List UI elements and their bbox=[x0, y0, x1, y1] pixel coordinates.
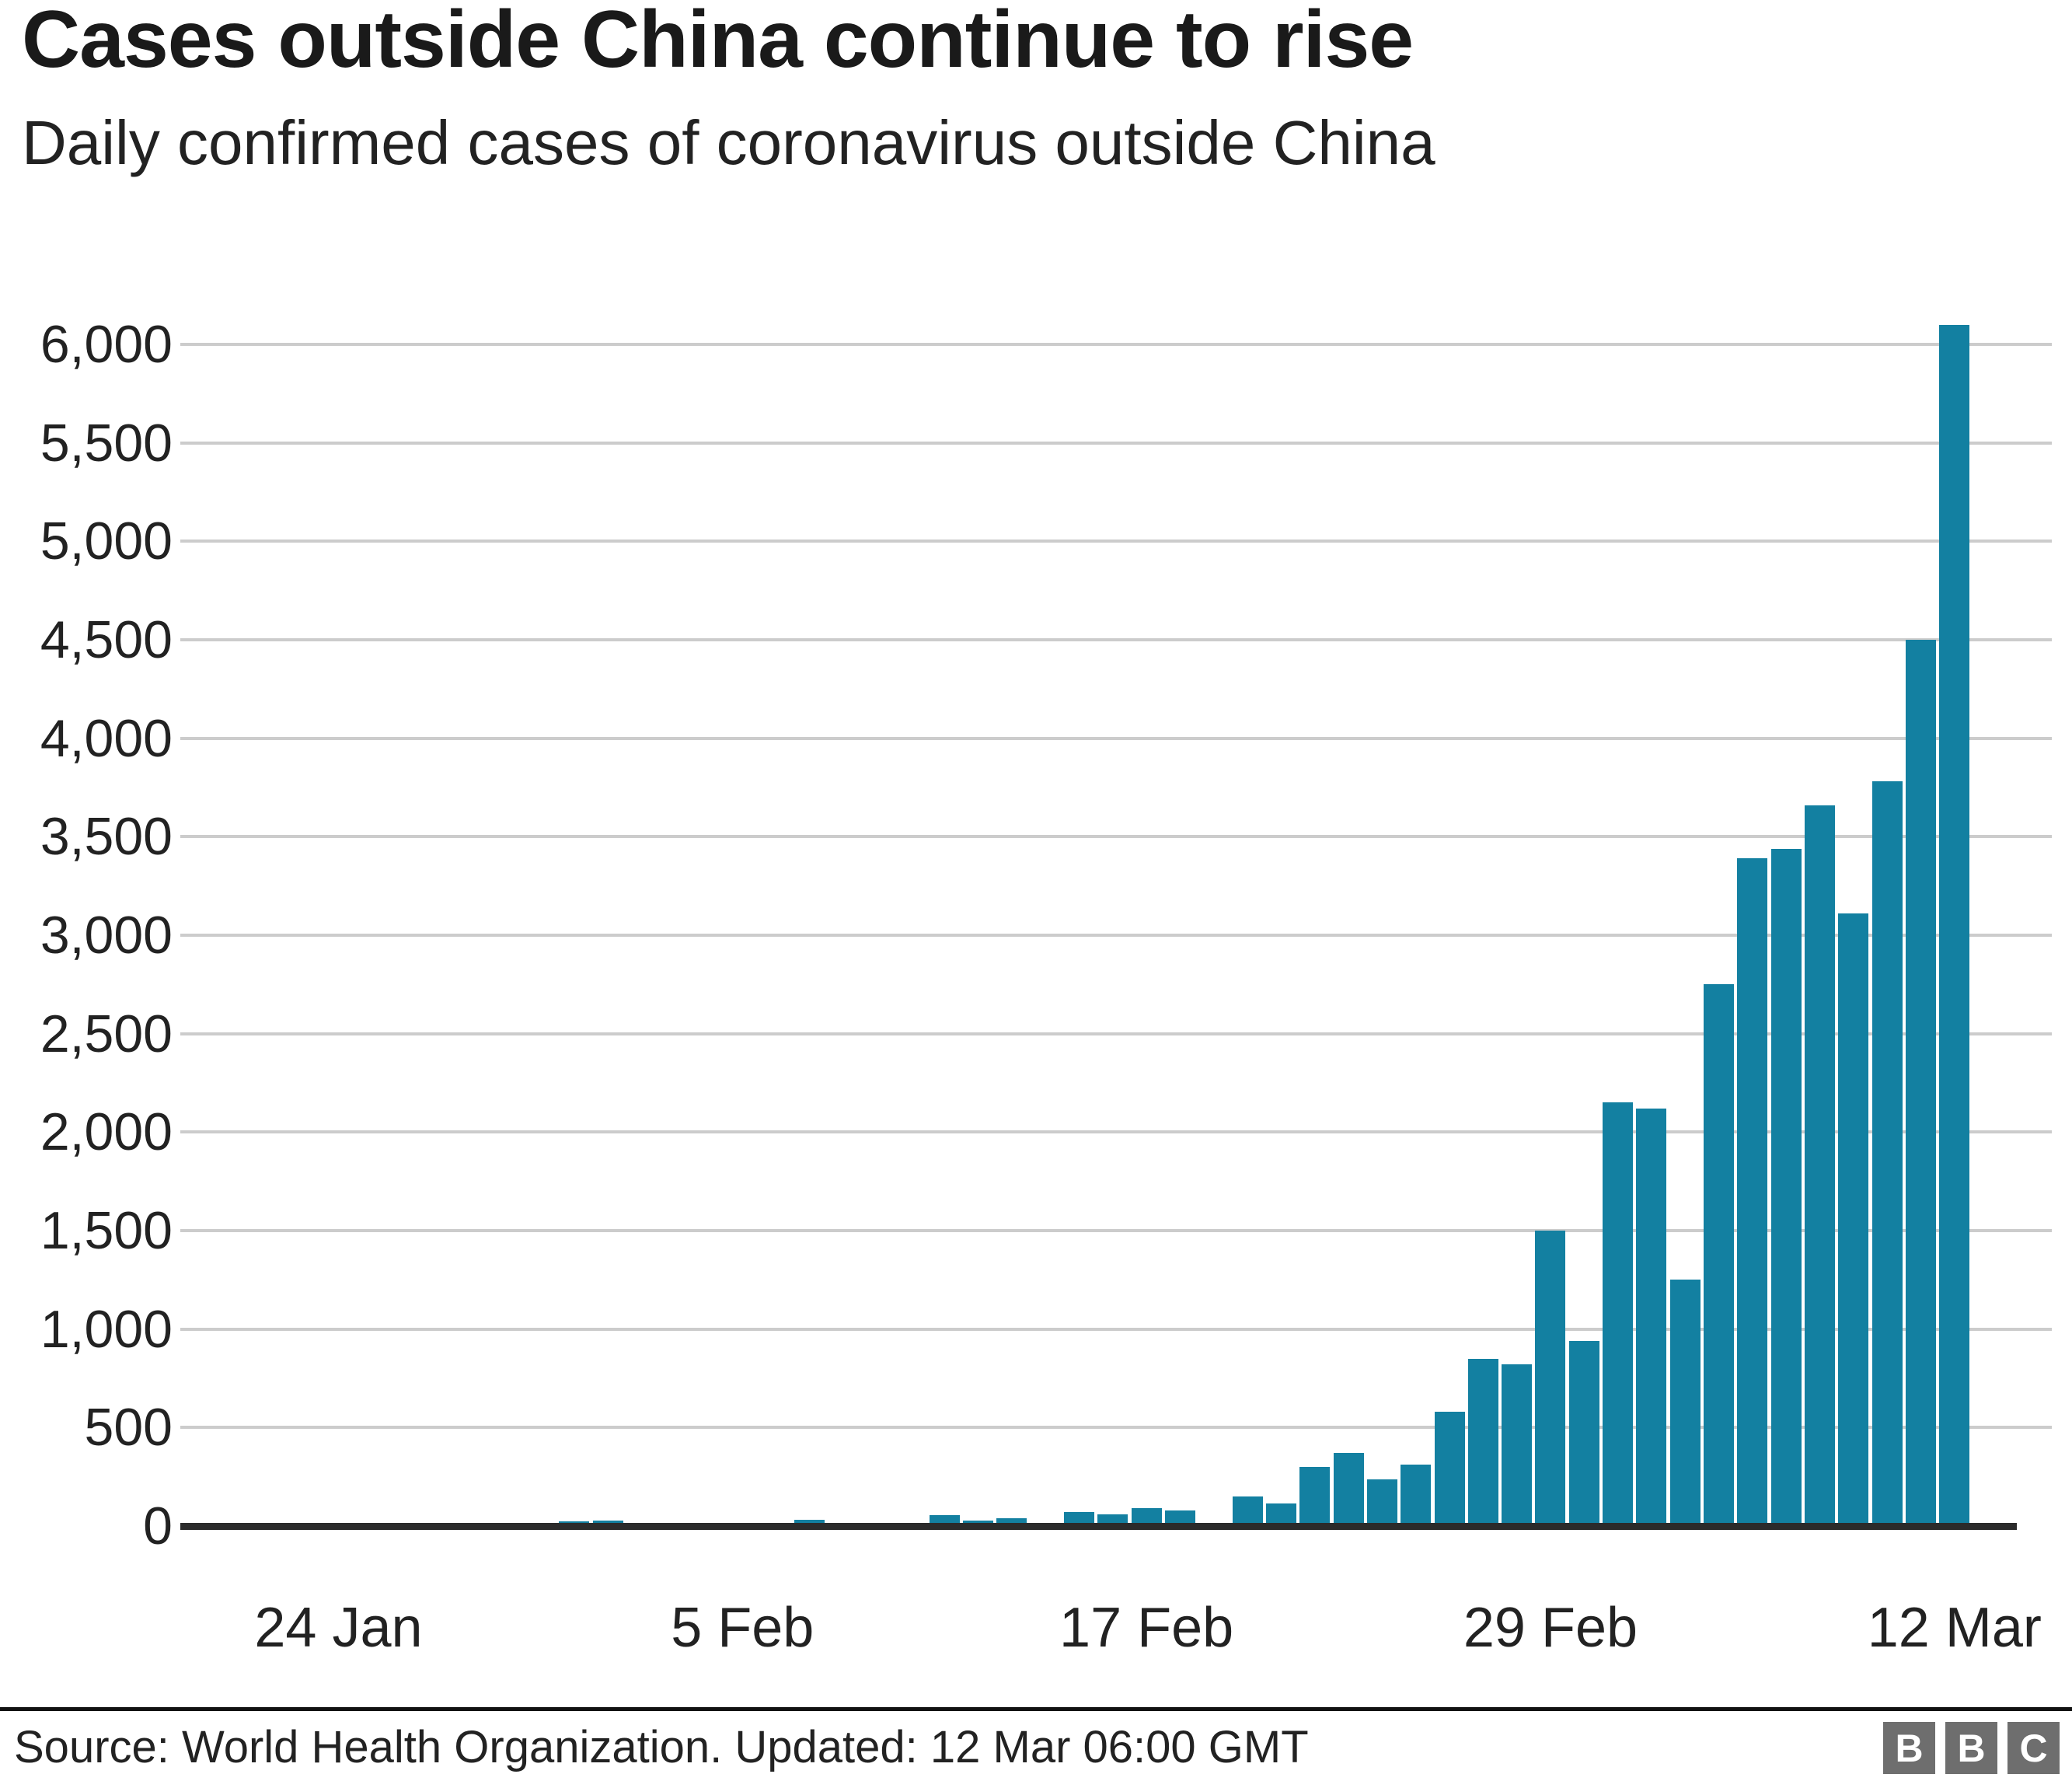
bar-24-Feb bbox=[1366, 1479, 1397, 1526]
bar-15-Feb bbox=[1064, 1512, 1094, 1526]
gridline bbox=[180, 638, 2052, 641]
gridline bbox=[180, 1327, 2052, 1331]
gridline bbox=[180, 736, 2052, 740]
bar-27-Feb bbox=[1467, 1358, 1498, 1526]
y-tick-label: 1,500 bbox=[40, 1201, 173, 1260]
gridline bbox=[180, 1130, 2052, 1134]
y-tick-label: 2,500 bbox=[40, 1004, 173, 1063]
bar-2-Mar bbox=[1603, 1102, 1634, 1526]
bar-10-Mar bbox=[1871, 781, 1903, 1526]
gridline bbox=[180, 441, 2052, 445]
bbc-logo-block: B bbox=[1945, 1722, 1997, 1774]
bar-5-Mar bbox=[1704, 984, 1735, 1526]
bar-29-Feb bbox=[1535, 1231, 1566, 1526]
bar-28-Feb bbox=[1502, 1364, 1533, 1526]
gridline bbox=[180, 1229, 2052, 1232]
bar-21-Feb bbox=[1265, 1503, 1296, 1526]
y-tick-label: 0 bbox=[143, 1496, 173, 1556]
y-tick-label: 4,000 bbox=[40, 708, 173, 768]
bar-13-Feb bbox=[996, 1517, 1027, 1526]
bar-23-Feb bbox=[1333, 1453, 1364, 1526]
y-tick-label: 3,000 bbox=[40, 906, 173, 965]
bbc-logo-letter: C bbox=[2019, 1726, 2048, 1770]
footer-divider bbox=[0, 1707, 2072, 1711]
bbc-logo-letter: B bbox=[1895, 1726, 1924, 1770]
x-tick-label: 12 Mar bbox=[1867, 1597, 2042, 1659]
y-tick-label: 500 bbox=[84, 1398, 173, 1458]
bar-3-Mar bbox=[1636, 1108, 1667, 1526]
bbc-logo: B B C bbox=[1883, 1722, 2060, 1774]
bar-20-Feb bbox=[1232, 1496, 1263, 1526]
bbc-logo-block: B bbox=[1883, 1722, 1935, 1774]
chart-title: Cases outside China continue to rise bbox=[22, 0, 1414, 85]
source-text: Source: World Health Organization. Updat… bbox=[14, 1722, 1309, 1772]
bar-11-Mar bbox=[1906, 640, 1936, 1526]
plot-area bbox=[180, 324, 2052, 1530]
gridline bbox=[180, 835, 2052, 839]
bbc-logo-block: C bbox=[2007, 1722, 2060, 1774]
bar-8-Mar bbox=[1805, 805, 1836, 1526]
bar-25-Feb bbox=[1401, 1465, 1432, 1526]
y-tick-label: 4,500 bbox=[40, 610, 173, 669]
y-tick-label: 5,500 bbox=[40, 413, 173, 473]
chart-subtitle: Daily confirmed cases of coronavirus out… bbox=[22, 108, 1435, 177]
bar-6-Mar bbox=[1737, 858, 1768, 1526]
gridline bbox=[180, 1032, 2052, 1035]
gridline bbox=[180, 934, 2052, 937]
bar-4-Mar bbox=[1669, 1280, 1701, 1526]
bar-7-Mar bbox=[1770, 848, 1802, 1526]
bar-1-Mar bbox=[1568, 1340, 1599, 1526]
y-tick-label: 1,000 bbox=[40, 1299, 173, 1359]
bar-17-Feb bbox=[1131, 1508, 1162, 1526]
x-tick-label: 17 Feb bbox=[1059, 1597, 1234, 1659]
x-tick-label: 24 Jan bbox=[254, 1597, 423, 1659]
y-tick-label: 2,000 bbox=[40, 1102, 173, 1162]
x-axis-line bbox=[180, 1523, 2017, 1530]
y-tick-label: 6,000 bbox=[40, 315, 173, 374]
x-tick-label: 5 Feb bbox=[671, 1597, 814, 1659]
bar-18-Feb bbox=[1164, 1510, 1195, 1526]
x-tick-label: 29 Feb bbox=[1463, 1597, 1638, 1659]
gridline bbox=[180, 343, 2052, 346]
bar-9-Mar bbox=[1838, 913, 1869, 1526]
bar-12-Mar bbox=[1939, 324, 1970, 1526]
gridline bbox=[180, 1426, 2052, 1430]
gridline bbox=[180, 540, 2052, 543]
bbc-logo-letter: B bbox=[1957, 1726, 1986, 1770]
bar-22-Feb bbox=[1299, 1467, 1331, 1526]
y-tick-label: 5,000 bbox=[40, 512, 173, 571]
y-tick-label: 3,500 bbox=[40, 807, 173, 867]
bar-26-Feb bbox=[1434, 1412, 1465, 1526]
